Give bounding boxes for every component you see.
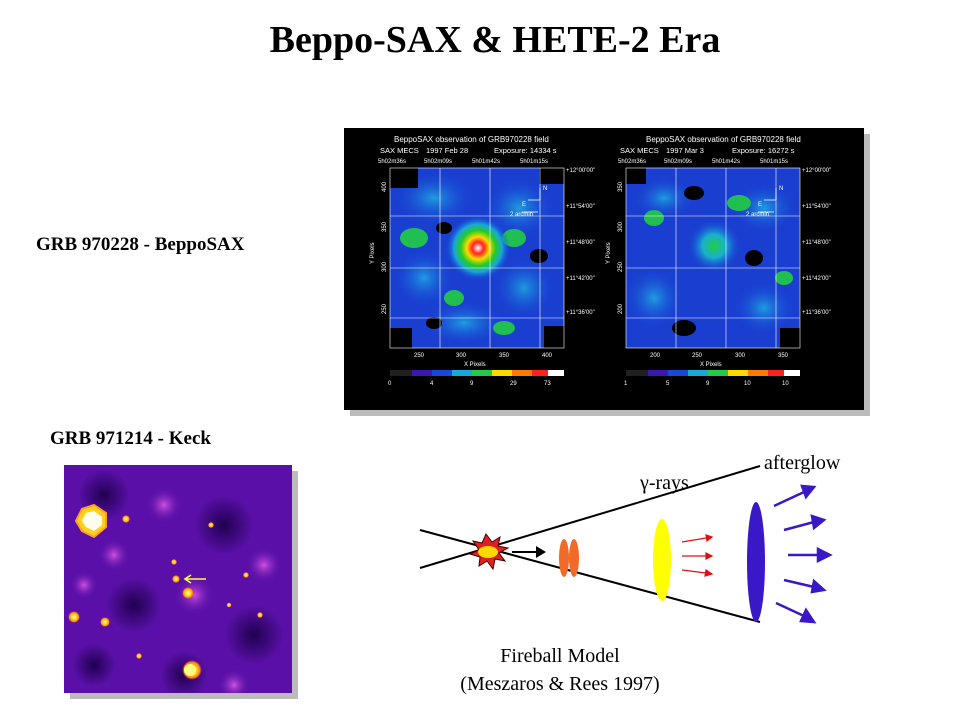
right-dec-tick: +11°36'00" bbox=[802, 310, 831, 316]
right-cbar-tick: 9 bbox=[706, 381, 710, 387]
afterglow-shell bbox=[747, 502, 765, 622]
right-x-tick: 300 bbox=[735, 353, 746, 359]
gamma-shell bbox=[653, 519, 671, 601]
right-dec-tick: +12°00'00" bbox=[802, 168, 831, 174]
left-y-tick: 350 bbox=[382, 221, 388, 232]
label-grb970228: GRB 970228 - BeppoSAX bbox=[36, 234, 245, 255]
left-header1: BeppoSAX observation of GRB970228 field bbox=[394, 135, 549, 144]
left-x-tick: 350 bbox=[499, 353, 510, 359]
left-cbar-tick: 73 bbox=[544, 381, 551, 387]
right-y-tick: 200 bbox=[618, 303, 624, 314]
caption-line-2: (Meszaros & Rees 1997) bbox=[460, 673, 660, 695]
label-grb971214: GRB 971214 - Keck bbox=[50, 428, 211, 449]
left-cbar-tick: 4 bbox=[430, 381, 434, 387]
keck-image bbox=[64, 465, 292, 701]
right-y-tick: 350 bbox=[618, 181, 624, 192]
left-ra-tick: 5h01m42s bbox=[472, 159, 500, 165]
left-cbar-tick: 9 bbox=[470, 381, 474, 387]
right-date: 1997 Mar 3 bbox=[666, 146, 704, 155]
left-dec-tick: +11°48'00" bbox=[566, 240, 595, 246]
left-dec-tick: +11°36'00" bbox=[566, 310, 595, 316]
left-dec-tick: +12°00'00" bbox=[566, 168, 595, 174]
right-x-tick: 200 bbox=[650, 353, 661, 359]
right-ra-tick: 5h01m15s bbox=[760, 159, 788, 165]
fireball-diagram bbox=[400, 440, 940, 640]
right-dec-tick: +11°48'00" bbox=[802, 240, 831, 246]
right-xlabel: X Pixels bbox=[700, 362, 722, 368]
slide-title: Beppo-SAX & HETE-2 Era bbox=[269, 19, 721, 61]
left-cbar-tick: 0 bbox=[388, 381, 392, 387]
right-dec-tick: +11°54'00" bbox=[802, 204, 831, 210]
left-xlabel: X Pixels bbox=[464, 362, 486, 368]
fireball-arrow-icon bbox=[512, 546, 546, 558]
left-x-tick: 250 bbox=[414, 353, 425, 359]
right-compass-n: N bbox=[779, 186, 783, 192]
left-compass-e: E bbox=[522, 202, 526, 208]
gamma-rays-label: γ-rays bbox=[640, 472, 689, 494]
right-instrument: SAX MECS bbox=[620, 146, 659, 155]
right-cbar-tick: 10 bbox=[782, 381, 789, 387]
right-ra-tick: 5h02m36s bbox=[618, 159, 646, 165]
left-ra-tick: 5h02m09s bbox=[424, 159, 452, 165]
left-x-tick: 400 bbox=[542, 353, 553, 359]
left-y-tick: 250 bbox=[382, 303, 388, 314]
right-header1: BeppoSAX observation of GRB970228 field bbox=[646, 135, 801, 144]
caption-line-1: Fireball Model bbox=[500, 645, 620, 667]
right-y-tick: 250 bbox=[618, 261, 624, 272]
left-colorbar bbox=[390, 370, 564, 376]
left-cbar-tick: 29 bbox=[510, 381, 517, 387]
left-dec-tick: +11°42'00" bbox=[566, 276, 595, 282]
left-instrument: SAX MECS bbox=[380, 146, 419, 155]
left-x-tick: 300 bbox=[456, 353, 467, 359]
right-y-tick: 300 bbox=[618, 221, 624, 232]
left-dec-tick: +11°54'00" bbox=[566, 204, 595, 210]
right-compass-e: E bbox=[758, 202, 762, 208]
left-y-tick: 400 bbox=[382, 181, 388, 192]
left-compass-n: N bbox=[543, 186, 547, 192]
afterglow-label: afterglow bbox=[764, 452, 841, 474]
left-ylabel: Y Pixels bbox=[370, 242, 376, 264]
sax-left-frame: BeppoSAX observation of GRB970228 field … bbox=[370, 135, 595, 387]
left-exposure: Exposure: 14334 s bbox=[494, 146, 557, 155]
right-cbar-tick: 5 bbox=[666, 381, 670, 387]
right-dec-tick: +11°42'00" bbox=[802, 276, 831, 282]
right-colorbar bbox=[626, 370, 800, 376]
right-scale: 2 arcmin bbox=[746, 212, 769, 218]
shell-orange bbox=[559, 539, 569, 577]
beppo-sax-image: BeppoSAX observation of GRB970228 field … bbox=[344, 128, 864, 410]
keck-pointer-arrow-icon bbox=[183, 574, 206, 584]
right-cbar-tick: 1 bbox=[624, 381, 628, 387]
right-ylabel: Y Pixels bbox=[606, 242, 612, 264]
afterglow-arrow-icon bbox=[773, 484, 833, 624]
left-ra-tick: 5h01m15s bbox=[520, 159, 548, 165]
fireball-caption: Fireball Model (Meszaros & Rees 1997) bbox=[400, 642, 720, 698]
gamma-arrow-icon bbox=[681, 534, 714, 577]
left-y-tick: 300 bbox=[382, 261, 388, 272]
left-scale: 2 arcmin bbox=[510, 212, 533, 218]
right-cbar-tick: 10 bbox=[744, 381, 751, 387]
left-date: 1997 Feb 28 bbox=[426, 146, 468, 155]
shell-orange bbox=[569, 539, 579, 577]
left-ra-tick: 5h02m36s bbox=[378, 159, 406, 165]
sax-right-frame: BeppoSAX observation of GRB970228 field … bbox=[606, 135, 831, 387]
right-ra-tick: 5h02m09s bbox=[664, 159, 692, 165]
right-x-tick: 250 bbox=[692, 353, 703, 359]
right-ra-tick: 5h01m42s bbox=[712, 159, 740, 165]
right-x-tick: 350 bbox=[778, 353, 789, 359]
right-exposure: Exposure: 16272 s bbox=[732, 146, 795, 155]
